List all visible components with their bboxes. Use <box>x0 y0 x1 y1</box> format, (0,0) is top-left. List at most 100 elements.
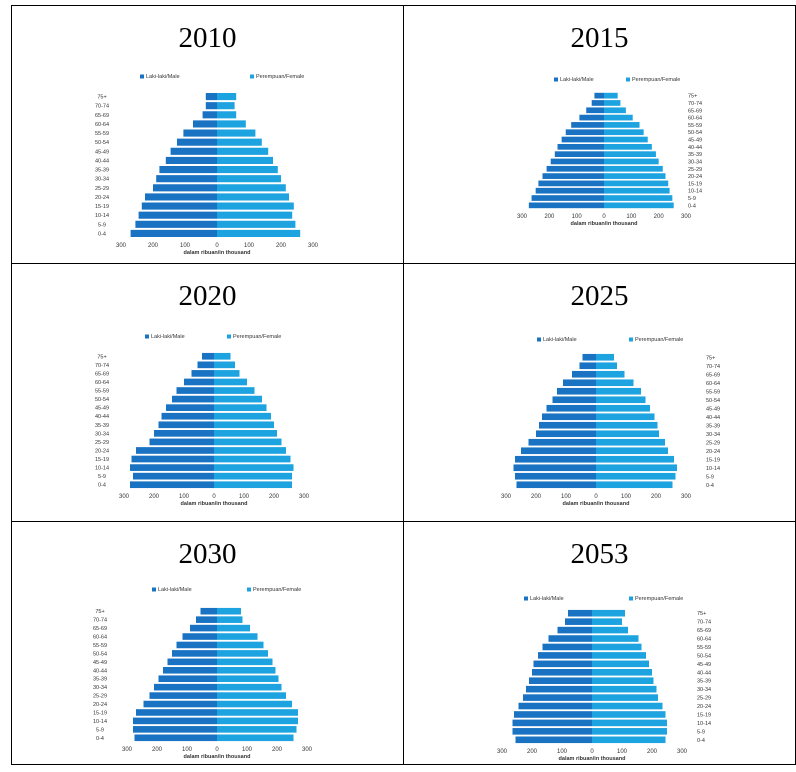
male-bar <box>579 114 604 121</box>
male-bar <box>133 472 214 480</box>
male-bar <box>521 447 596 455</box>
age-group-label: 5-9 <box>697 729 705 735</box>
female-bar <box>217 641 264 649</box>
male-bar <box>516 481 596 489</box>
female-bar <box>217 166 278 174</box>
x-tick-label: 300 <box>119 494 130 500</box>
age-group-label: 10-14 <box>95 213 109 219</box>
male-bar <box>565 129 604 136</box>
male-bar <box>548 635 592 642</box>
female-bar <box>214 455 291 463</box>
legend-label-male: Laki-laki/Male <box>560 77 594 83</box>
female-bar <box>214 447 286 454</box>
female-bar <box>596 413 655 421</box>
female-bar <box>217 616 243 623</box>
age-group-label: 60-64 <box>95 380 109 386</box>
female-bar <box>217 120 246 128</box>
female-bar <box>604 187 670 194</box>
age-group-label: 5-9 <box>98 474 106 480</box>
legend-label-male: Laki-laki/Male <box>530 596 564 602</box>
female-bar <box>217 184 286 192</box>
x-axis-label: dalam ribuan/in thousand <box>184 250 251 256</box>
female-bar <box>217 156 273 164</box>
female-bar <box>604 114 633 121</box>
female-bar <box>214 438 282 446</box>
age-group-label: 15-19 <box>697 712 711 718</box>
x-axis-label: dalam ribuan/in thousand <box>563 501 630 507</box>
male-bar <box>535 187 604 194</box>
age-group-label: 55-59 <box>95 389 109 395</box>
female-bar <box>604 158 659 165</box>
male-bar <box>546 404 596 412</box>
x-tick-label: 200 <box>544 214 555 220</box>
female-bar <box>217 726 297 733</box>
age-group-label: 40-44 <box>697 670 711 676</box>
female-bar <box>604 165 663 172</box>
age-group-label: 50-54 <box>697 653 711 659</box>
female-bar <box>217 147 269 155</box>
x-tick-label: 300 <box>677 749 688 755</box>
male-bar <box>133 717 217 725</box>
age-group-label: 55-59 <box>688 123 702 129</box>
x-tick-label: 300 <box>497 749 508 755</box>
x-tick-label: 0 <box>594 494 598 500</box>
male-bar <box>130 464 214 471</box>
legend-label-female: Perempuan/Female <box>233 334 281 340</box>
age-group-label: 20-24 <box>697 704 711 710</box>
population-pyramid-chart: 0-45-910-1415-1920-2425-2930-3435-3940-4… <box>517 77 702 227</box>
population-pyramid-chart: 0-45-910-1415-1920-2425-2930-3435-3940-4… <box>501 337 720 507</box>
age-group-label: 65-69 <box>697 628 711 634</box>
male-bar <box>190 624 217 632</box>
x-tick-label: 300 <box>116 243 127 249</box>
legend-label-male: Laki-laki/Male <box>158 587 192 593</box>
population-pyramid-chart: 0-45-910-1415-1920-2425-2930-3435-3940-4… <box>95 74 319 256</box>
female-bar <box>214 404 267 411</box>
chart-cell: 2025 0-4 5-9 10-14 15-19 20-24 25-29 30-34 35-3… <box>403 263 796 522</box>
age-group-label: 65-69 <box>95 113 109 119</box>
legend-label-male: Laki-laki/Male <box>146 74 180 80</box>
male-bar <box>512 719 592 727</box>
age-group-label: 0-4 <box>98 483 106 489</box>
female-bar <box>592 736 666 744</box>
age-group-label: 40-44 <box>93 668 107 674</box>
male-bar <box>134 734 217 742</box>
female-bar <box>214 421 274 429</box>
x-tick-label: 300 <box>681 214 692 220</box>
female-bar <box>214 387 255 394</box>
male-bar <box>557 143 604 150</box>
chart-title: 2015 <box>570 22 629 54</box>
age-group-label: 20-24 <box>95 448 109 454</box>
female-bar <box>217 683 282 691</box>
male-bar <box>182 633 217 640</box>
age-group-label: 60-64 <box>697 637 711 643</box>
male-bar <box>515 736 592 744</box>
population-pyramid-chart: 0-45-910-1415-1920-2425-2930-3435-3940-4… <box>93 587 313 760</box>
male-bar <box>200 607 217 615</box>
legend-swatch-male <box>524 596 528 601</box>
male-bar <box>546 165 604 172</box>
female-bar <box>596 481 673 489</box>
male-bar <box>143 700 217 708</box>
population-pyramid-chart: 0-45-910-1415-1920-2425-2930-3435-3940-4… <box>95 334 310 507</box>
x-axis-label: dalam ribuan/in thousand <box>571 221 638 227</box>
x-tick-label: 0 <box>215 747 219 753</box>
legend-swatch-male <box>145 334 149 339</box>
male-bar <box>533 660 592 668</box>
legend-swatch-female <box>626 77 630 82</box>
legend-swatch-female <box>247 587 251 592</box>
female-bar <box>217 709 298 716</box>
male-bar <box>165 156 217 164</box>
legend-swatch-male <box>152 587 156 592</box>
x-tick-label: 100 <box>572 214 583 220</box>
female-bar <box>592 711 666 718</box>
male-bar <box>177 138 217 146</box>
female-bar <box>604 202 674 209</box>
age-group-label: 10-14 <box>697 721 711 727</box>
male-bar <box>135 220 217 228</box>
x-tick-label: 0 <box>215 243 219 249</box>
female-bar <box>604 92 618 99</box>
age-group-label: 70-74 <box>95 104 109 110</box>
female-bar <box>217 675 279 683</box>
age-group-label: 75+ <box>97 354 106 360</box>
male-bar <box>202 111 217 119</box>
